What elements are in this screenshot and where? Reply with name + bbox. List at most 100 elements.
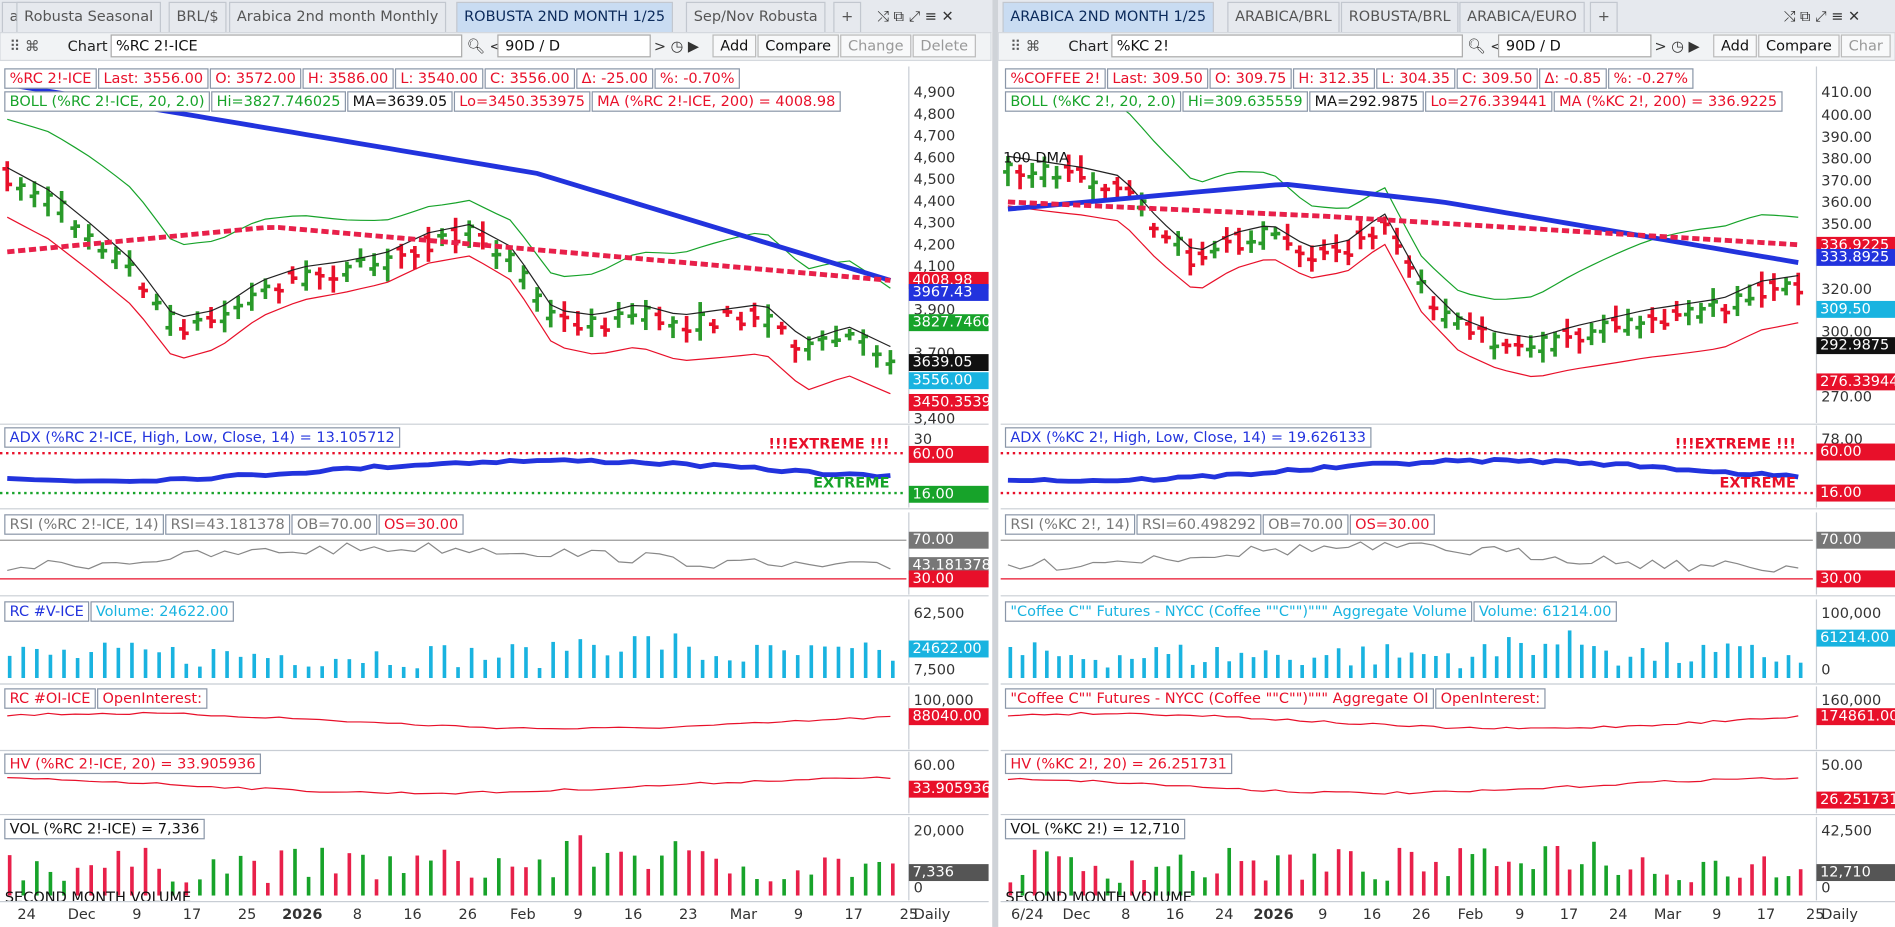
indicator-chip[interactable]: BOLL (%KC 2!, 20, 2.0) (1004, 91, 1182, 112)
indicator-chip[interactable]: Δ: -25.00 (576, 68, 654, 89)
period-box[interactable] (497, 34, 651, 58)
indicator-chip[interactable]: Volume: 24622.00 (90, 601, 234, 622)
toolbar-button[interactable]: Delete (920, 39, 968, 55)
tab[interactable]: ARABICA 2ND MONTH 1/25 (1010, 9, 1206, 25)
toolbar-button[interactable]: Add (720, 39, 748, 55)
indicator-chip[interactable]: OB=70.00 (1262, 514, 1349, 535)
indicator-chip[interactable]: "Coffee C"" Futures - NYCC (Coffee ""C""… (1004, 601, 1473, 622)
toolbar-button[interactable]: Compare (765, 39, 831, 55)
symbol-box[interactable] (1111, 34, 1463, 58)
indicator-chip[interactable]: %: -0.27% (1608, 68, 1694, 89)
indicator-chip[interactable]: %COFFEE 2! (1004, 68, 1106, 89)
indicator-chip[interactable]: RSI=60.498292 (1136, 514, 1262, 535)
volume-bar (850, 648, 854, 678)
tab-bg[interactable] (1002, 1, 1214, 34)
tab[interactable]: + (1598, 9, 1610, 25)
indicator-chip[interactable]: %RC 2!-ICE (4, 68, 97, 89)
tab[interactable]: ARABICA/BRL (1235, 9, 1332, 25)
indicator-chip[interactable]: HV (%RC 2!-ICE, 20) = 33.905936 (4, 753, 262, 775)
indicator-chip[interactable]: OS=30.00 (378, 514, 464, 535)
indicator-chip[interactable]: L: 304.35 (1376, 68, 1456, 89)
tab[interactable]: ROBUSTA 2ND MONTH 1/25 (464, 9, 665, 25)
indicator-chip[interactable]: VOL (%KC 2!) = 12,710 (1004, 818, 1186, 840)
indicator-chip[interactable]: RSI=43.181378 (165, 514, 291, 535)
toolbar-button[interactable]: Add (1721, 39, 1749, 55)
indicator-chip[interactable]: RC #V-ICE (4, 601, 90, 622)
period-box[interactable] (1497, 34, 1652, 58)
tab[interactable]: Robusta Seasonal (24, 9, 153, 25)
indicator-chip[interactable]: OpenInterest: (1435, 688, 1546, 709)
button-bg[interactable] (1840, 34, 1891, 58)
indicator-chip[interactable]: C: 3556.00 (484, 68, 576, 89)
volume-bar (1640, 857, 1645, 896)
indicator-chip[interactable]: MA=292.9875 (1309, 91, 1424, 112)
tab-bg[interactable] (16, 1, 161, 34)
indicator-chip[interactable]: RSI (%RC 2!-ICE, 14) (4, 514, 164, 535)
volume-bar (1117, 655, 1122, 678)
tab[interactable]: ARABICA/EURO (1467, 9, 1577, 25)
indicator-chip[interactable]: VOL (%RC 2!-ICE) = 7,336 (4, 818, 205, 840)
indicator-chip[interactable]: Last: 3556.00 (98, 68, 209, 89)
toolbar-button[interactable]: Change (848, 39, 904, 55)
indicator-chip[interactable]: Volume: 61214.00 (1473, 601, 1617, 622)
button-bg[interactable] (912, 34, 976, 58)
chip-text: BOLL (%KC 2!, 20, 2.0) (1010, 94, 1175, 110)
indicator-chip[interactable]: "Coffee C"" Futures - NYCC (Coffee ""C""… (1004, 688, 1434, 709)
tab-bg[interactable] (1227, 1, 1340, 34)
indicator-chip[interactable]: Lo=3450.353975 (453, 91, 591, 112)
tab[interactable]: ROBUSTA/BRL (1349, 9, 1451, 25)
tab-bg[interactable] (168, 1, 227, 34)
toolbar-button[interactable]: Char (1849, 39, 1883, 55)
tab[interactable]: Arabica 2nd month Monthly (237, 9, 439, 25)
indicator-chip[interactable]: MA=3639.05 (347, 91, 453, 112)
indicator-chip[interactable]: Hi=309.635559 (1182, 91, 1308, 112)
indicator-chip[interactable]: L: 3540.00 (394, 68, 484, 89)
button-bg[interactable] (1758, 34, 1840, 58)
indicator-chip[interactable]: H: 312.35 (1292, 68, 1375, 89)
symbol-input[interactable]: %RC 2!-ICE (116, 39, 198, 55)
indicator-chip[interactable]: Hi=3827.746025 (211, 91, 346, 112)
indicator-chip[interactable]: Last: 309.50 (1106, 68, 1209, 89)
button-bg[interactable] (1713, 34, 1757, 58)
volume-bar (687, 646, 691, 678)
indicator-chip[interactable]: OS=30.00 (1349, 514, 1435, 535)
toolbar-label: Chart (68, 39, 108, 55)
indicator-chip[interactable]: C: 309.50 (1456, 68, 1538, 89)
tab[interactable]: + (841, 9, 853, 25)
symbol-input[interactable]: %KC 2! (1117, 39, 1169, 55)
volume-bar (306, 666, 311, 678)
indicator-chip[interactable]: RSI (%KC 2!, 14) (1004, 514, 1136, 535)
volume-bar (116, 850, 121, 896)
volume-bar (75, 867, 80, 896)
chip-text: "Coffee C"" Futures - NYCC (Coffee ""C""… (1010, 604, 1467, 620)
chip-box (1456, 68, 1538, 89)
indicator-chip[interactable]: RC #OI-ICE (4, 688, 96, 709)
indicator-chip[interactable]: OpenInterest: (97, 688, 208, 709)
indicator-chip[interactable]: O: 3572.00 (209, 68, 302, 89)
indicator-chip[interactable]: Lo=276.339441 (1425, 91, 1553, 112)
button-bg[interactable] (712, 34, 757, 58)
indicator-chip[interactable]: H: 3586.00 (302, 68, 394, 89)
indicator-chip[interactable]: Δ: -0.85 (1539, 68, 1607, 89)
tab-bg[interactable] (456, 1, 674, 34)
button-bg[interactable] (840, 34, 912, 58)
tab[interactable]: BRL/$ (176, 9, 218, 25)
symbol-box[interactable] (110, 34, 463, 58)
button-bg[interactable] (757, 34, 839, 58)
indicator-chip[interactable]: O: 309.75 (1209, 68, 1292, 89)
indicator-chip[interactable]: %: -0.70% (654, 68, 740, 89)
indicator-chip[interactable]: OB=70.00 (291, 514, 378, 535)
indicator-chip[interactable]: ADX (%RC 2!-ICE, High, Low, Close, 14) =… (4, 427, 401, 448)
axis-label: 160,000 (1821, 693, 1881, 709)
period-input[interactable]: 90D / D (505, 39, 560, 55)
period-input[interactable]: 90D / D (1506, 39, 1561, 55)
indicator-chip[interactable]: ADX (%KC 2!, High, Low, Close, 14) = 19.… (1004, 427, 1372, 448)
tab[interactable]: Sep/Nov Robusta (694, 9, 818, 25)
toolbar-button[interactable]: Compare (1766, 39, 1832, 55)
indicator-chip[interactable]: HV (%KC 2!, 20) = 26.251731 (1004, 753, 1233, 775)
badge-text: 16.00 (1820, 485, 1862, 501)
indicator-chip[interactable]: MA (%RC 2!-ICE, 200) = 4008.98 (591, 91, 841, 112)
indicator-chip[interactable]: BOLL (%RC 2!-ICE, 20, 2.0) (4, 91, 210, 112)
tab-bg[interactable] (1459, 1, 1585, 34)
indicator-chip[interactable]: MA (%KC 2!, 200) = 336.9225 (1553, 91, 1783, 112)
